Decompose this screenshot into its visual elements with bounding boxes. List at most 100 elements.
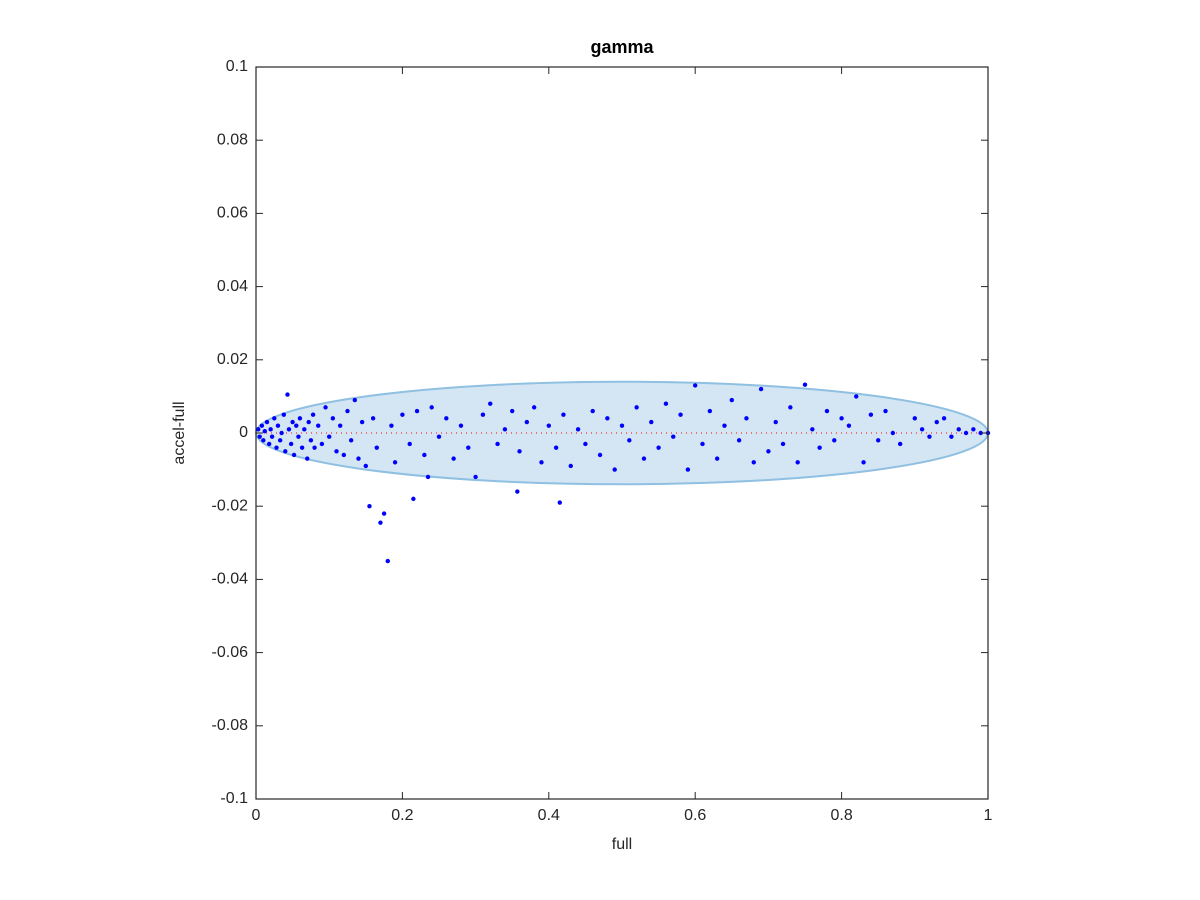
point <box>381 511 387 516</box>
point <box>389 423 394 428</box>
point <box>839 416 844 421</box>
point <box>605 416 610 421</box>
point <box>590 408 595 414</box>
y-tick-label: -0.04 <box>212 571 249 588</box>
point <box>531 405 537 410</box>
y-tick-label: 0.04 <box>217 278 248 295</box>
y-tick-label: 0.06 <box>217 205 248 222</box>
point <box>510 408 515 414</box>
point <box>272 416 277 421</box>
point <box>345 408 350 414</box>
point <box>575 427 581 432</box>
point <box>308 438 314 443</box>
point <box>266 441 272 447</box>
point <box>612 467 617 472</box>
point <box>802 382 808 387</box>
point <box>949 434 954 439</box>
point <box>297 416 303 421</box>
point <box>663 401 669 406</box>
point <box>466 445 471 450</box>
y-tick-label: 0.02 <box>217 351 248 368</box>
point <box>700 441 705 447</box>
point <box>310 412 316 417</box>
x-tick-label: 0.8 <box>830 807 852 824</box>
point <box>524 419 530 425</box>
x-tick-label: 0.4 <box>538 807 560 824</box>
point <box>400 412 405 417</box>
point <box>359 419 365 425</box>
point <box>729 397 734 403</box>
point <box>876 438 881 443</box>
point <box>502 427 508 432</box>
point <box>348 438 354 443</box>
point <box>305 456 310 461</box>
point <box>561 412 566 417</box>
point <box>302 427 307 432</box>
point <box>277 438 283 443</box>
point <box>619 423 625 428</box>
point <box>941 416 947 421</box>
point <box>685 467 691 472</box>
point <box>283 449 288 454</box>
point <box>414 408 420 414</box>
point <box>515 489 520 494</box>
point <box>832 438 837 443</box>
point <box>557 500 562 505</box>
point <box>817 445 822 450</box>
point <box>385 558 390 564</box>
point <box>316 423 321 428</box>
point <box>306 419 311 425</box>
point <box>451 456 456 461</box>
point <box>795 460 800 465</box>
point <box>649 419 654 425</box>
point <box>671 434 676 439</box>
point <box>927 434 932 439</box>
point <box>854 394 859 399</box>
point <box>286 427 292 432</box>
chart-title: gamma <box>590 37 654 57</box>
point <box>919 427 925 432</box>
point <box>425 474 431 480</box>
point <box>678 412 683 417</box>
y-tick-label: 0 <box>239 424 248 441</box>
point <box>323 405 328 410</box>
point <box>341 452 347 458</box>
point <box>568 463 573 469</box>
y-axis-label: accel-full <box>171 401 188 464</box>
point <box>707 408 713 414</box>
point <box>367 504 372 509</box>
point <box>356 456 361 461</box>
point <box>269 434 275 439</box>
point <box>641 456 647 461</box>
point <box>374 445 379 450</box>
x-tick-label: 0.6 <box>684 807 706 824</box>
point <box>275 423 281 428</box>
point <box>257 434 262 439</box>
point <box>758 386 764 392</box>
point <box>846 423 852 428</box>
point <box>722 423 727 428</box>
point <box>444 416 449 421</box>
point <box>890 430 896 436</box>
point <box>488 401 493 406</box>
point <box>744 416 749 421</box>
point <box>429 405 434 410</box>
x-tick-label: 0.2 <box>391 807 413 824</box>
point <box>330 416 336 421</box>
point <box>255 427 261 432</box>
y-tick-label: -0.06 <box>212 644 249 661</box>
point <box>897 441 903 447</box>
point <box>334 449 339 454</box>
point <box>411 496 416 502</box>
point <box>978 430 983 436</box>
point <box>319 441 325 447</box>
point <box>627 438 632 443</box>
point <box>378 520 383 525</box>
point <box>352 397 358 403</box>
y-tick-label: 0.1 <box>226 58 248 75</box>
y-tick-label: -0.1 <box>220 790 248 807</box>
point <box>268 427 273 432</box>
point <box>861 460 866 465</box>
point <box>546 423 551 428</box>
